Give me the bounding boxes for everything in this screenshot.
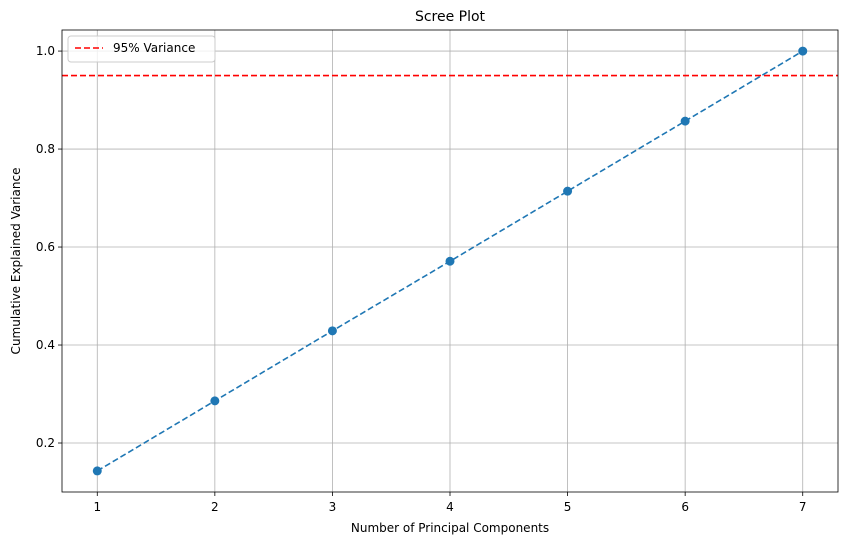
data-point [210, 396, 220, 406]
x-tick-label: 3 [329, 500, 337, 514]
legend-box [67, 35, 216, 63]
y-tick-label: 0.2 [36, 436, 55, 450]
data-point [798, 46, 808, 56]
y-tick-label: 0.6 [36, 240, 55, 254]
data-point [327, 326, 337, 336]
data-point [563, 186, 573, 196]
x-tick-label: 7 [799, 500, 807, 514]
x-tick-label: 2 [211, 500, 219, 514]
x-ticks: 1 2 3 4 5 6 7 [93, 492, 807, 514]
x-tick-label: 6 [681, 500, 689, 514]
chart-title: Scree Plot [415, 9, 486, 25]
x-axis-label: Number of Principal Components [351, 521, 549, 535]
data-point [680, 116, 690, 126]
data-point [92, 466, 102, 476]
data-point [445, 256, 455, 266]
series-group [92, 46, 808, 476]
legend: 95% Variance [67, 35, 216, 63]
y-tick-label: 0.4 [36, 338, 55, 352]
x-tick-label: 5 [564, 500, 572, 514]
y-axis-label: Cumulative Explained Variance [9, 168, 23, 355]
y-tick-label: 1.0 [36, 44, 55, 58]
x-tick-label: 4 [446, 500, 454, 514]
y-tick-label: 0.8 [36, 142, 55, 156]
y-ticks: 0.2 0.4 0.6 0.8 1.0 [36, 44, 62, 450]
x-tick-label: 1 [93, 500, 101, 514]
legend-label: 95% Variance [113, 41, 195, 55]
